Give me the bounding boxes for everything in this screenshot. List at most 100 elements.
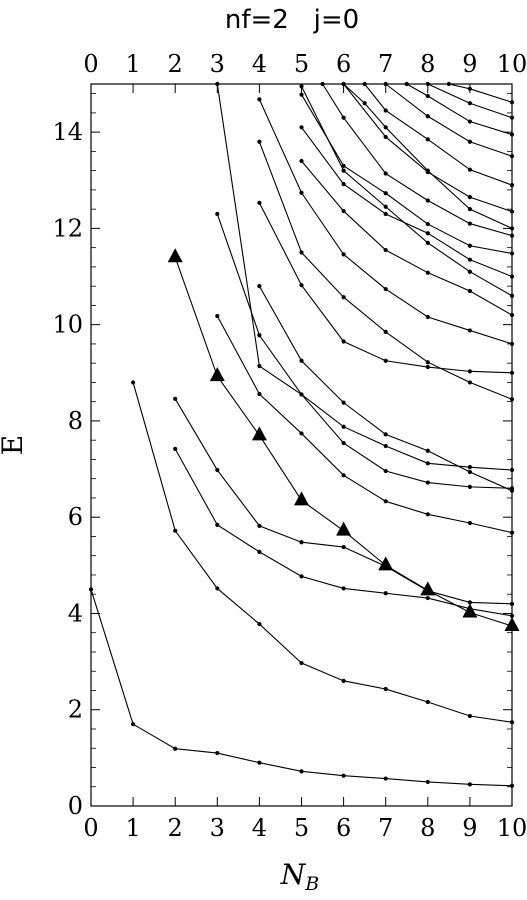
series-4-point-4 bbox=[336, 521, 352, 536]
series-1-point-4 bbox=[299, 660, 304, 666]
series-6-point-6 bbox=[467, 484, 472, 489]
y-tick-label-5: 10 bbox=[52, 311, 83, 339]
series-17-point-1 bbox=[383, 108, 388, 113]
series-15-point-3 bbox=[425, 198, 430, 203]
series-14-point-4 bbox=[467, 243, 472, 248]
x-tick-label-bottom-2: 2 bbox=[168, 814, 183, 842]
series-12-point-0 bbox=[299, 158, 304, 164]
series-0-point-7 bbox=[383, 776, 388, 781]
series-8-point-1 bbox=[299, 283, 304, 288]
series-12-point-1 bbox=[341, 208, 346, 214]
series-14-point-1 bbox=[341, 163, 346, 168]
series-4-point-5 bbox=[378, 556, 394, 571]
series-line-17 bbox=[364, 83, 513, 186]
series-11-point-1 bbox=[299, 190, 304, 195]
series-23-point-1 bbox=[341, 168, 346, 173]
series-9-point-3 bbox=[341, 424, 346, 429]
x-tick-label-bottom-9: 9 bbox=[462, 814, 477, 842]
series-2-point-1 bbox=[215, 522, 220, 528]
series-14-point-0 bbox=[299, 92, 304, 97]
series-13-point-2 bbox=[383, 211, 388, 217]
series-10-point-0 bbox=[257, 139, 262, 144]
series-7-point-5 bbox=[467, 469, 472, 475]
series-17-point-3 bbox=[467, 167, 472, 172]
x-tick-label-bottom-10: 10 bbox=[497, 814, 527, 842]
series-line-21 bbox=[448, 83, 513, 103]
x-tick-label-top-3: 3 bbox=[210, 50, 225, 78]
series-10-point-1 bbox=[299, 250, 304, 255]
series-16-point-3 bbox=[467, 195, 472, 200]
series-4-point-2 bbox=[251, 426, 267, 441]
series-19-point-1 bbox=[425, 93, 430, 99]
x-tick-label-bottom-6: 6 bbox=[336, 814, 351, 842]
series-1-point-2 bbox=[215, 586, 220, 591]
y-tick-label-6: 12 bbox=[52, 214, 83, 242]
series-0-point-6 bbox=[341, 773, 346, 778]
series-10-point-3 bbox=[383, 329, 388, 334]
series-line-18 bbox=[385, 83, 513, 157]
series-23-point-4 bbox=[467, 269, 472, 274]
series-1-point-5 bbox=[341, 678, 346, 683]
series-3-point-0 bbox=[173, 396, 178, 401]
series-line-0 bbox=[90, 589, 513, 787]
series-line-19 bbox=[406, 83, 513, 136]
series-11-point-2 bbox=[341, 252, 346, 257]
series-5-point-6 bbox=[467, 520, 472, 526]
x-tick-label-top-7: 7 bbox=[378, 50, 393, 78]
series-9-point-2 bbox=[299, 392, 304, 397]
series-22-point-3 bbox=[425, 168, 430, 173]
y-tick-label-4: 8 bbox=[68, 407, 83, 435]
x-tick-label-top-0: 0 bbox=[83, 50, 98, 78]
series-4-point-1 bbox=[209, 367, 225, 382]
series-13-point-0 bbox=[299, 125, 304, 130]
series-7-point-4 bbox=[425, 448, 430, 453]
series-line-14 bbox=[301, 94, 513, 254]
series-10-point-4 bbox=[425, 360, 430, 365]
series-3-point-3 bbox=[299, 540, 304, 545]
x-tick-label-top-5: 5 bbox=[294, 50, 309, 78]
series-11-point-4 bbox=[425, 314, 430, 320]
y-tick-label-3: 6 bbox=[68, 503, 83, 531]
x-tick-label-bottom-8: 8 bbox=[420, 814, 435, 842]
series-line-13 bbox=[301, 126, 513, 278]
series-6-point-1 bbox=[257, 333, 262, 338]
series-11-point-5 bbox=[467, 328, 472, 333]
series-20-point-1 bbox=[467, 101, 472, 106]
series-22-point-2 bbox=[383, 125, 388, 130]
series-6-point-5 bbox=[425, 480, 430, 485]
series-8-point-5 bbox=[467, 369, 472, 374]
series-line-5 bbox=[216, 315, 513, 534]
series-line-3 bbox=[174, 398, 513, 605]
series-17-point-2 bbox=[425, 137, 430, 142]
series-line-12 bbox=[301, 160, 513, 316]
series-7-point-3 bbox=[383, 432, 388, 437]
series-14-point-2 bbox=[383, 191, 388, 196]
series-22-point-1 bbox=[362, 101, 367, 106]
series-4-point-3 bbox=[294, 491, 309, 506]
series-18-point-2 bbox=[467, 139, 472, 144]
series-19-point-2 bbox=[467, 119, 472, 124]
series-16-point-1 bbox=[383, 134, 388, 140]
series-2-point-2 bbox=[257, 549, 262, 554]
series-18-point-1 bbox=[425, 114, 430, 119]
series-2-point-6 bbox=[425, 595, 430, 601]
series-line-6 bbox=[216, 213, 513, 489]
series-6-point-3 bbox=[341, 440, 346, 446]
y-axis-title: E bbox=[0, 435, 29, 455]
series-13-point-3 bbox=[425, 231, 430, 236]
series-9-point-4 bbox=[383, 443, 388, 449]
series-layer bbox=[88, 81, 520, 788]
series-14-point-3 bbox=[425, 221, 430, 227]
x-tick-label-top-10: 10 bbox=[497, 50, 527, 78]
series-0-point-4 bbox=[257, 760, 262, 765]
x-tick-label-bottom-7: 7 bbox=[378, 814, 393, 842]
x-axis-title: NB bbox=[280, 858, 320, 895]
series-5-point-1 bbox=[257, 391, 262, 397]
series-5-point-4 bbox=[383, 499, 388, 504]
x-axis-title-main: N bbox=[280, 858, 307, 891]
y-tick-label-2: 4 bbox=[68, 599, 83, 627]
series-3-point-2 bbox=[257, 523, 262, 528]
series-1-point-8 bbox=[467, 713, 472, 719]
series-12-point-2 bbox=[383, 247, 388, 253]
